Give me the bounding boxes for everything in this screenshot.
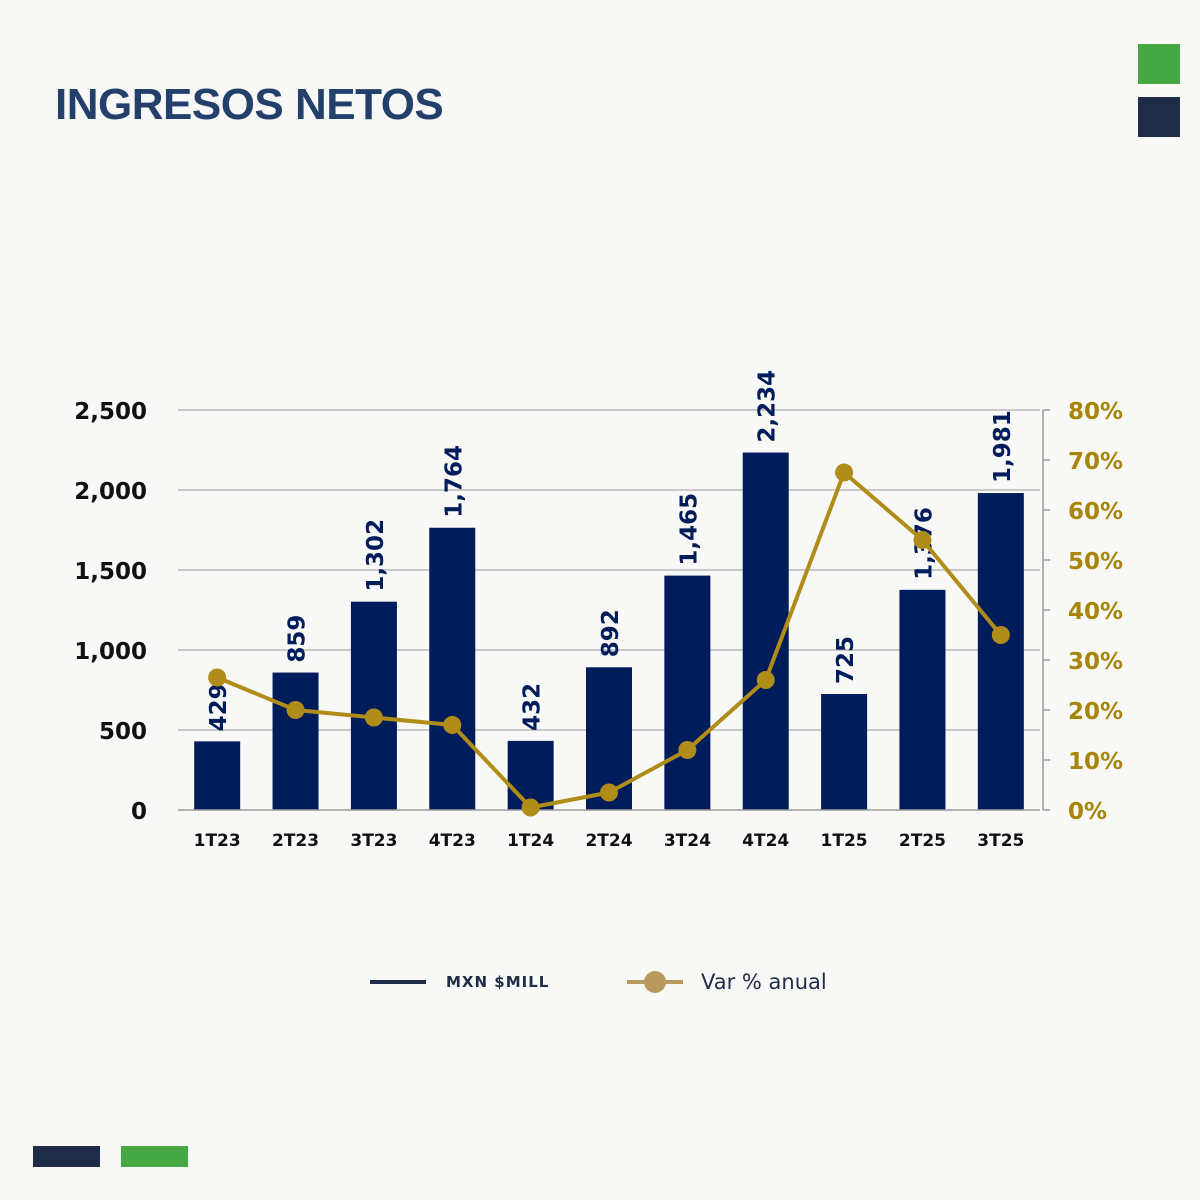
var-point: [286, 701, 305, 719]
category-label: 2T23: [272, 831, 319, 851]
legend-line-marker: [644, 971, 666, 993]
bar: [977, 493, 1024, 810]
category-label: 3T25: [977, 831, 1024, 851]
bar: [194, 741, 241, 810]
left-axis-tick-label: 2,500: [74, 399, 147, 425]
legend-item-bars: MXN $MILL: [370, 960, 549, 1004]
decorative-square-green: [1138, 44, 1180, 84]
category-label: 2T24: [585, 831, 632, 851]
category-label: 4T23: [429, 831, 476, 851]
chart-legend: MXN $MILL Var % anual: [0, 960, 1200, 1004]
category-label: 3T24: [664, 831, 711, 851]
var-point: [600, 783, 618, 802]
category-label: 1T23: [194, 831, 241, 851]
var-point: [835, 463, 854, 482]
left-axis-tick-label: 1,000: [74, 639, 147, 665]
category-label: 3T23: [350, 831, 397, 851]
bar-value-label: 432: [520, 683, 546, 731]
bar: [742, 452, 789, 810]
right-axis-tick-label: 0%: [1068, 799, 1107, 825]
bar: [899, 589, 946, 810]
category-label: 2T25: [899, 831, 946, 851]
page-title: INGRESOS NETOS: [55, 80, 444, 129]
decorative-square-navy: [1138, 97, 1180, 137]
bar-value-label: 1,465: [676, 493, 702, 566]
bar-value-label: 859: [285, 615, 311, 663]
var-point: [364, 708, 383, 727]
var-point: [208, 668, 227, 687]
bar-value-label: 892: [598, 609, 624, 657]
right-axis-tick-label: 30%: [1068, 649, 1123, 675]
legend-bar-swatch: [370, 980, 426, 984]
right-axis-tick-label: 70%: [1068, 449, 1123, 475]
right-axis-tick-label: 60%: [1068, 499, 1123, 525]
legend-item-line: Var % anual: [627, 960, 827, 1004]
var-point: [991, 626, 1010, 644]
right-axis-tick-label: 40%: [1068, 599, 1123, 625]
var-point: [678, 741, 697, 759]
bar: [664, 575, 711, 810]
decorative-bar-green: [121, 1146, 188, 1167]
bar-value-label: 1,981: [990, 410, 1016, 483]
left-axis-tick-label: 2,000: [74, 479, 147, 505]
var-point: [913, 531, 932, 549]
legend-line-swatch: [627, 971, 683, 993]
revenue-chart: 0 500 1,000 1,500 2,000 2,500 0% 10% 20% 30% 40% 50…: [74, 370, 1123, 851]
category-label: 4T24: [742, 831, 789, 851]
bar: [429, 527, 476, 810]
category-label: 1T25: [821, 831, 868, 851]
left-axis-tick-label: 0: [131, 799, 147, 825]
bar: [350, 601, 397, 810]
left-axis-tick-label: 1,500: [74, 559, 147, 585]
bar-value-label: 429: [206, 683, 232, 731]
right-axis-tick-label: 80%: [1068, 399, 1123, 425]
decorative-bar-navy: [33, 1146, 100, 1167]
right-axis-tick-label: 20%: [1068, 699, 1123, 725]
bar: [507, 740, 554, 810]
bar-value-label: 1,302: [363, 519, 389, 592]
legend-line-label: Var % anual: [701, 970, 827, 994]
category-label: 1T24: [507, 831, 554, 851]
bar-value-label: 1,764: [441, 445, 467, 518]
bar: [821, 694, 868, 810]
legend-bars-label: MXN $MILL: [446, 973, 550, 991]
var-point: [443, 716, 462, 734]
var-point: [521, 798, 540, 817]
right-axis-tick-label: 10%: [1068, 749, 1123, 775]
bar: [272, 672, 319, 810]
bar-value-label: 725: [833, 636, 859, 684]
bar-value-label: 2,234: [755, 370, 781, 443]
left-axis-tick-label: 500: [99, 719, 147, 745]
var-point: [756, 671, 775, 689]
right-axis-tick-label: 50%: [1068, 549, 1123, 575]
